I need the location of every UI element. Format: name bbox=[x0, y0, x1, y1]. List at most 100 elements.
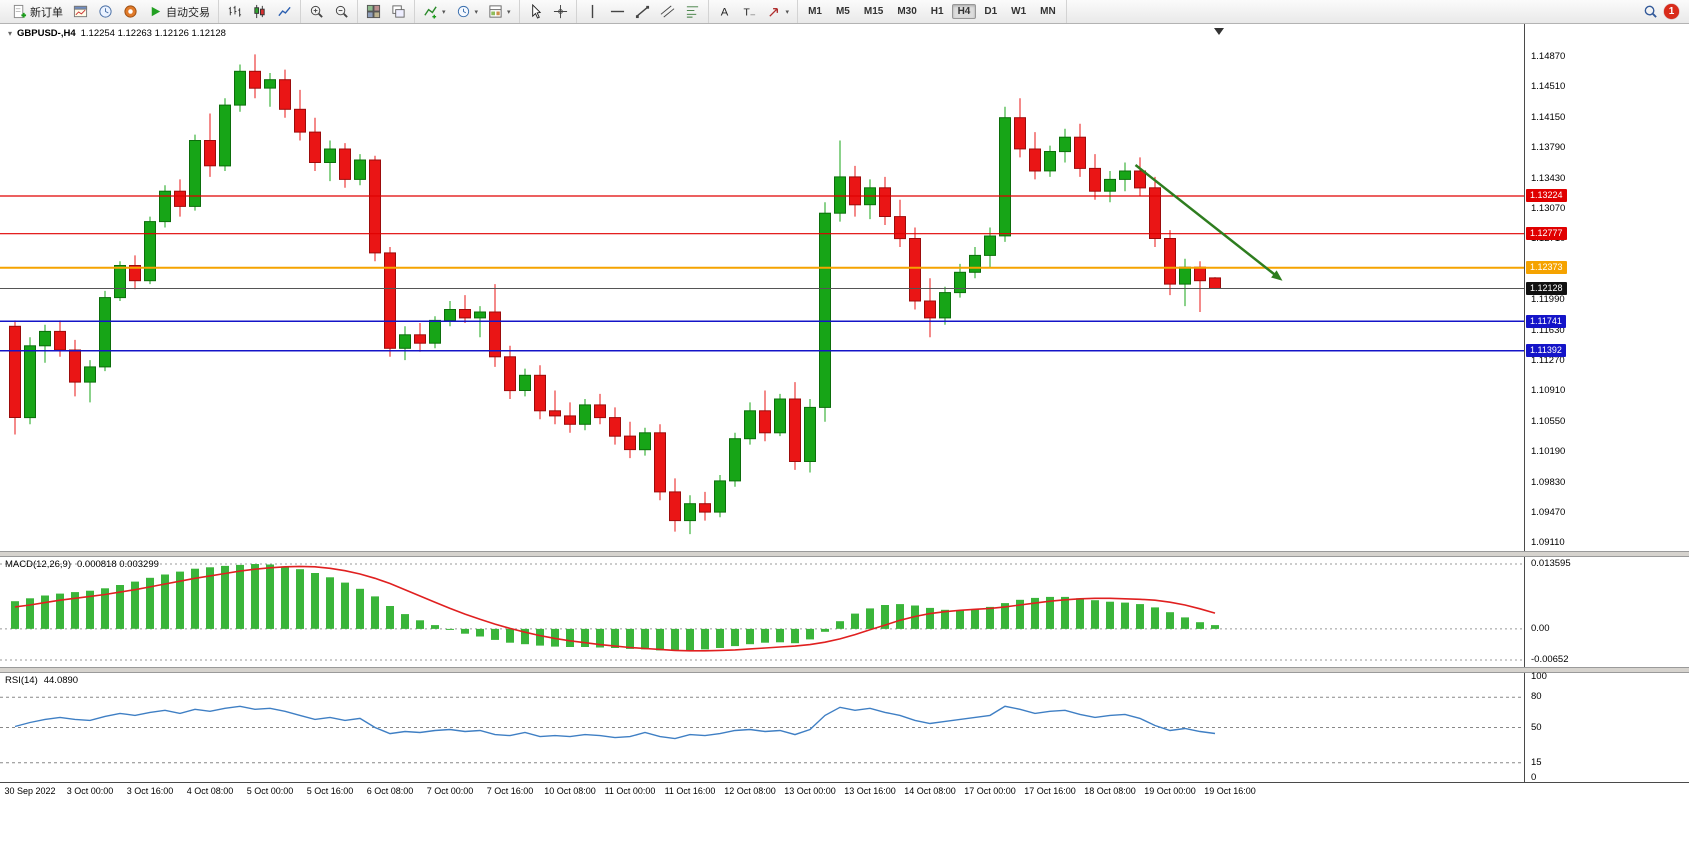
rsi-tick-label: 0 bbox=[1531, 772, 1537, 783]
timeframe-label: H1 bbox=[930, 6, 944, 17]
time-tick-label: 13 Oct 00:00 bbox=[784, 786, 836, 796]
rsi-value: 44.0890 bbox=[43, 675, 79, 686]
tf-h4-button[interactable]: H4 bbox=[951, 4, 977, 19]
toolbar-group bbox=[358, 0, 415, 23]
time-tick-label: 4 Oct 08:00 bbox=[186, 786, 234, 796]
zoom-in-button[interactable] bbox=[305, 2, 328, 21]
periods-button[interactable]: ▾ bbox=[452, 2, 483, 21]
price-tick-label: 1.10910 bbox=[1531, 385, 1566, 396]
tile-windows-icon bbox=[366, 4, 381, 19]
arrows-button[interactable]: ▾ bbox=[763, 2, 794, 21]
toolbar-group bbox=[577, 0, 709, 23]
price-tick-label: 1.13790 bbox=[1531, 142, 1566, 153]
tf-mn-button[interactable]: MN bbox=[1034, 4, 1062, 19]
rsi-row: RSI(14) 44.0890 100 80 50 15 0 bbox=[0, 671, 1689, 783]
panel-splitter[interactable] bbox=[0, 551, 1689, 557]
candlestick-chart-button[interactable] bbox=[248, 2, 271, 21]
macd-values: 0.000818 0.003299 bbox=[77, 559, 159, 570]
chart-shift-marker[interactable] bbox=[1214, 28, 1224, 35]
hline-icon bbox=[610, 4, 625, 19]
zoom-out-button[interactable] bbox=[330, 2, 353, 21]
svg-text:A: A bbox=[720, 7, 728, 19]
time-axis[interactable]: 30 Sep 2022 3 Oct 00:00 3 Oct 16:00 4 Oct 0… bbox=[0, 782, 1689, 801]
time-tick-label: 14 Oct 08:00 bbox=[904, 786, 956, 796]
tf-m1-button[interactable]: M1 bbox=[802, 4, 828, 19]
horizontal-line-button[interactable] bbox=[606, 2, 629, 21]
timeframe-label: M5 bbox=[835, 6, 850, 17]
tf-m15-button[interactable]: M15 bbox=[858, 4, 889, 19]
macd-panel[interactable]: MACD(12,26,9) 0.000818 0.003299 bbox=[0, 557, 1524, 667]
macd-tick-label: 0.00 bbox=[1531, 623, 1550, 634]
arrows-tool-icon bbox=[767, 4, 782, 19]
price-tick-label: 1.14150 bbox=[1531, 112, 1566, 123]
price-tick-label: 1.14870 bbox=[1531, 51, 1566, 62]
charts-button[interactable] bbox=[69, 2, 92, 21]
autotrading-button[interactable]: 自动交易 bbox=[144, 2, 214, 22]
macd-name: MACD(12,26,9) bbox=[5, 559, 71, 570]
tf-h1-button[interactable]: H1 bbox=[925, 4, 950, 19]
bar-chart-button[interactable] bbox=[223, 2, 246, 21]
fibonacci-button[interactable] bbox=[681, 2, 704, 21]
macd-label: MACD(12,26,9) 0.000818 0.003299 bbox=[5, 559, 159, 570]
button-label: 新订单 bbox=[30, 6, 63, 19]
price-tick-label: 1.11270 bbox=[1531, 355, 1565, 366]
channel-button[interactable] bbox=[656, 2, 679, 21]
price-axis[interactable]: 1.14870 1.14510 1.14150 1.13790 1.13430 1.130… bbox=[1524, 24, 1689, 551]
time-tick-label: 5 Oct 16:00 bbox=[306, 786, 354, 796]
macd-row: MACD(12,26,9) 0.000818 0.003299 0.013595… bbox=[0, 557, 1689, 667]
svg-text:T: T bbox=[743, 7, 750, 18]
timeframe-label: M30 bbox=[897, 6, 917, 17]
time-tick-label: 7 Oct 00:00 bbox=[426, 786, 474, 796]
notifications-badge[interactable]: 1 bbox=[1664, 4, 1679, 19]
macd-axis[interactable]: 0.013595 0.00 -0.00652 bbox=[1524, 557, 1689, 667]
search-icon[interactable] bbox=[1643, 4, 1658, 19]
rsi-label: RSI(14) 44.0890 bbox=[5, 675, 78, 686]
text-button[interactable]: A bbox=[713, 2, 736, 21]
rsi-tick-label: 50 bbox=[1531, 722, 1542, 733]
time-tick-label: 3 Oct 16:00 bbox=[126, 786, 174, 796]
toolbar-group bbox=[301, 0, 358, 23]
vertical-line-button[interactable] bbox=[581, 2, 604, 21]
cursor-button[interactable] bbox=[524, 2, 547, 21]
time-tick-label: 17 Oct 16:00 bbox=[1024, 786, 1076, 796]
trendline-button[interactable] bbox=[631, 2, 654, 21]
data-window-icon bbox=[123, 4, 138, 19]
time-tick-label: 6 Oct 08:00 bbox=[366, 786, 414, 796]
price-tick-label: 1.10190 bbox=[1531, 446, 1566, 457]
doc-plus-icon bbox=[12, 4, 27, 19]
rsi-tick-label: 100 bbox=[1531, 671, 1547, 682]
chart-collapse-icon[interactable]: ▾ bbox=[8, 29, 13, 38]
rsi-axis[interactable]: 100 80 50 15 0 bbox=[1524, 671, 1689, 783]
new-order-button[interactable]: 新订单 bbox=[8, 2, 67, 22]
line-chart-button[interactable] bbox=[273, 2, 296, 21]
panel-splitter[interactable] bbox=[0, 667, 1689, 673]
tf-w1-button[interactable]: W1 bbox=[1005, 4, 1032, 19]
data-window-button[interactable] bbox=[119, 2, 142, 21]
tile-windows-button[interactable] bbox=[362, 2, 385, 21]
main-chart-plot[interactable]: ▾ GBPUSD-,H4 1.12254 1.12263 1.12126 1.1… bbox=[0, 24, 1524, 551]
market-watch-button[interactable] bbox=[94, 2, 117, 21]
templates-icon bbox=[488, 4, 503, 19]
tf-m5-button[interactable]: M5 bbox=[830, 4, 856, 19]
text-a-icon: A bbox=[717, 4, 732, 19]
indicators-button[interactable]: ▾ bbox=[419, 2, 450, 21]
text-label-button[interactable]: T bbox=[738, 2, 761, 21]
templates-button[interactable]: ▾ bbox=[484, 2, 515, 21]
periods-clock-icon bbox=[456, 4, 471, 19]
crosshair-button[interactable] bbox=[549, 2, 572, 21]
timeframe-label: MN bbox=[1040, 6, 1056, 17]
tf-d1-button[interactable]: D1 bbox=[978, 4, 1003, 19]
rsi-panel[interactable]: RSI(14) 44.0890 bbox=[0, 673, 1524, 782]
cascade-windows-button[interactable] bbox=[387, 2, 410, 21]
timeframe-label: M15 bbox=[863, 6, 884, 17]
time-tick-label: 5 Oct 00:00 bbox=[246, 786, 294, 796]
price-level-badge: 1.11392 bbox=[1526, 344, 1566, 357]
price-level-badge: 1.13224 bbox=[1526, 189, 1567, 202]
chart-title: ▾ GBPUSD-,H4 1.12254 1.12263 1.12126 1.1… bbox=[8, 28, 226, 39]
tf-m30-button[interactable]: M30 bbox=[891, 4, 922, 19]
rsi-name: RSI(14) bbox=[5, 675, 38, 686]
price-level-badge: 1.12373 bbox=[1526, 261, 1567, 274]
chevron-down-icon: ▾ bbox=[474, 8, 479, 16]
trend-arrow[interactable] bbox=[1134, 164, 1283, 281]
vline-icon bbox=[585, 4, 600, 19]
